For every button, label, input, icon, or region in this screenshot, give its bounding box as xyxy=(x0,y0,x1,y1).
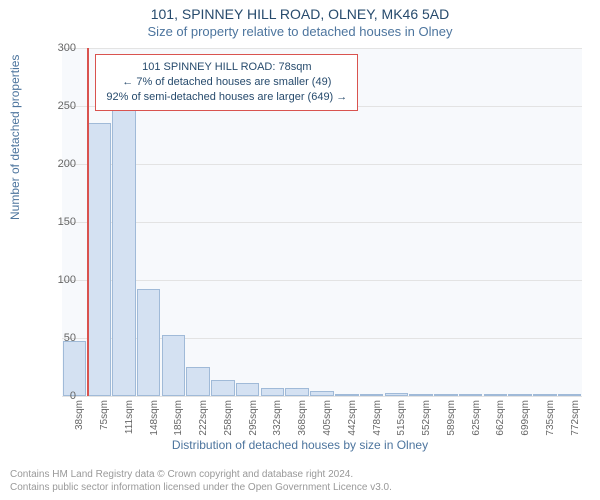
histogram-bar xyxy=(434,394,458,396)
histogram-bar xyxy=(236,383,260,396)
gridline xyxy=(62,222,582,223)
chart-title: 101, SPINNEY HILL ROAD, OLNEY, MK46 5AD xyxy=(0,0,600,22)
gridline xyxy=(62,48,582,49)
x-tick-label: 75sqm xyxy=(99,400,110,440)
gridline xyxy=(62,396,582,397)
y-axis-label: Number of detached properties xyxy=(8,55,22,220)
footer-line2: Contains public sector information licen… xyxy=(10,482,392,495)
legend-line1: 101 SPINNEY HILL ROAD: 78sqm xyxy=(106,60,347,75)
footer-line1: Contains HM Land Registry data © Crown c… xyxy=(10,469,392,482)
x-axis-label: Distribution of detached houses by size … xyxy=(0,438,600,452)
gridline xyxy=(62,280,582,281)
histogram-bar xyxy=(310,391,334,396)
y-tick-label: 250 xyxy=(46,100,76,112)
histogram-bar xyxy=(211,380,235,396)
x-tick-label: 478sqm xyxy=(372,400,383,440)
chart-subtitle: Size of property relative to detached ho… xyxy=(0,22,600,39)
attribution-footer: Contains HM Land Registry data © Crown c… xyxy=(10,469,392,494)
histogram-bar xyxy=(162,335,186,396)
x-tick-label: 148sqm xyxy=(149,400,160,440)
histogram-bar xyxy=(385,393,409,396)
histogram-bar xyxy=(186,367,210,396)
legend-line3: 92% of semi-detached houses are larger (… xyxy=(106,90,347,105)
legend-box: 101 SPINNEY HILL ROAD: 78sqm ← 7% of det… xyxy=(95,54,358,111)
histogram-bar xyxy=(112,100,136,396)
x-tick-label: 405sqm xyxy=(322,400,333,440)
histogram-bar xyxy=(261,388,285,396)
x-tick-label: 772sqm xyxy=(570,400,581,440)
histogram-bar xyxy=(508,394,532,396)
x-tick-label: 662sqm xyxy=(495,400,506,440)
x-tick-label: 111sqm xyxy=(124,400,135,440)
x-tick-label: 515sqm xyxy=(396,400,407,440)
y-tick-label: 100 xyxy=(46,274,76,286)
x-tick-label: 368sqm xyxy=(297,400,308,440)
y-tick-label: 300 xyxy=(46,42,76,54)
x-tick-label: 552sqm xyxy=(421,400,432,440)
histogram-bar xyxy=(87,123,111,396)
reference-line xyxy=(87,48,89,396)
y-tick-label: 50 xyxy=(46,332,76,344)
x-tick-label: 589sqm xyxy=(446,400,457,440)
histogram-bar xyxy=(285,388,309,396)
histogram-bar xyxy=(558,394,582,396)
histogram-bar xyxy=(137,289,161,396)
histogram-bar xyxy=(335,394,359,396)
x-tick-label: 258sqm xyxy=(223,400,234,440)
x-tick-label: 38sqm xyxy=(74,400,85,440)
y-tick-label: 150 xyxy=(46,216,76,228)
x-tick-label: 332sqm xyxy=(272,400,283,440)
histogram-bar xyxy=(484,394,508,396)
histogram-bar xyxy=(409,394,433,396)
x-tick-label: 295sqm xyxy=(248,400,259,440)
x-tick-label: 222sqm xyxy=(198,400,209,440)
x-tick-label: 442sqm xyxy=(347,400,358,440)
histogram-bar xyxy=(360,394,384,396)
x-tick-label: 625sqm xyxy=(471,400,482,440)
x-tick-label: 185sqm xyxy=(173,400,184,440)
gridline xyxy=(62,164,582,165)
x-tick-label: 735sqm xyxy=(545,400,556,440)
y-tick-label: 200 xyxy=(46,158,76,170)
histogram-bar xyxy=(459,394,483,396)
histogram-bar xyxy=(63,341,87,396)
histogram-bar xyxy=(533,394,557,396)
legend-line2: ← 7% of detached houses are smaller (49) xyxy=(106,75,347,90)
y-tick-label: 0 xyxy=(46,390,76,402)
x-tick-label: 699sqm xyxy=(520,400,531,440)
plot-area: 101 SPINNEY HILL ROAD: 78sqm ← 7% of det… xyxy=(62,48,582,396)
